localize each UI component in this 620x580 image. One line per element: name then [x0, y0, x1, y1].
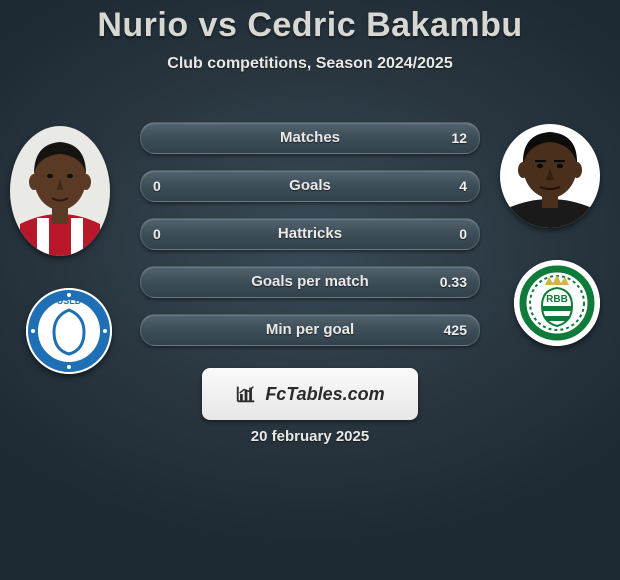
stat-right-value: 425 [444, 315, 467, 345]
stat-label: Goals per match [141, 267, 479, 297]
chart-icon [235, 383, 257, 405]
stat-right-value: 0 [459, 219, 467, 249]
stat-right-value: 4 [459, 171, 467, 201]
stat-row: 0 Hattricks 0 [140, 218, 480, 250]
svg-text:RBB: RBB [546, 294, 568, 305]
club-right-svg: RBB [514, 260, 600, 346]
stat-label: Min per goal [141, 315, 479, 345]
page-subtitle: Club competitions, Season 2024/2025 [0, 55, 620, 73]
brand-badge: FcTables.com [202, 368, 418, 420]
stat-label: Matches [141, 123, 479, 153]
stat-label: Goals [141, 171, 479, 201]
club-left-svg: USLD [26, 288, 112, 374]
page-title: Nurio vs Cedric Bakambu [0, 0, 620, 45]
player-left-portrait [10, 126, 110, 256]
date-text: 20 february 2025 [0, 428, 620, 445]
player-right-portrait [500, 124, 600, 228]
stat-row: Matches 12 [140, 122, 480, 154]
stat-right-value: 0.33 [440, 267, 467, 297]
stat-row: Min per goal 425 [140, 314, 480, 346]
club-left-badge: USLD [26, 288, 112, 374]
stat-right-value: 12 [451, 123, 467, 153]
comparison-card: Nurio vs Cedric Bakambu Club competition… [0, 0, 620, 580]
stat-row: 0 Goals 4 [140, 170, 480, 202]
player-left-svg [10, 126, 110, 256]
stat-label: Hattricks [141, 219, 479, 249]
svg-text:USLD: USLD [57, 296, 82, 306]
stat-row: Goals per match 0.33 [140, 266, 480, 298]
brand-text: FcTables.com [265, 384, 384, 405]
stats-group: Matches 12 0 Goals 4 0 Hattricks 0 Goals… [140, 122, 480, 362]
player-right-svg [500, 124, 600, 228]
club-right-badge: RBB [514, 260, 600, 346]
